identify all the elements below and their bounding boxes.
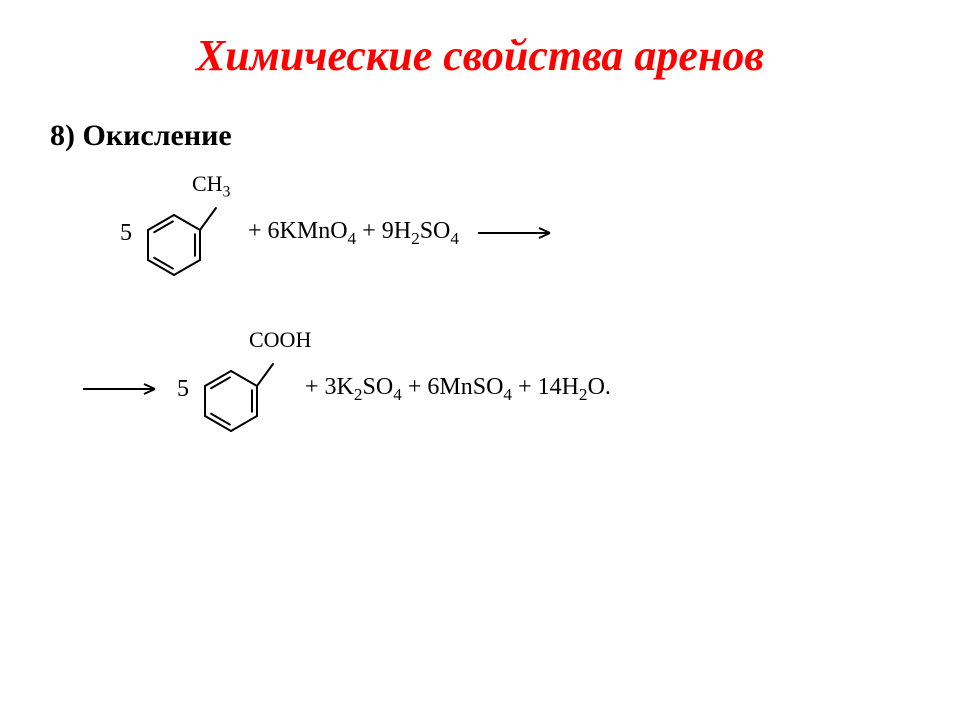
ch3-label: CH3 (192, 171, 230, 201)
subst-text: COOH (249, 327, 311, 352)
reactant-tail: + 6KMnO4 + 9H2SO4 (248, 218, 459, 249)
reactant-coefficient: 5 (120, 220, 132, 247)
reaction-line-products: 5 COOH + 3K2SO4 + 6MnSO4 + 14H2O. (120, 329, 910, 449)
benzoic-acid-structure: COOH (193, 329, 285, 449)
product-tail: + 3K2SO4 + 6MnSO4 + 14H2O. (305, 374, 611, 405)
slide: Химические свойства аренов 8) Окисление … (0, 0, 960, 720)
section-label: 8) Окисление (50, 119, 910, 153)
arrow-right-1 (477, 223, 562, 243)
subst-text: CH (192, 171, 223, 196)
toluene-structure: CH3 (136, 173, 228, 293)
arrow-right-2 (82, 379, 167, 399)
subst-sub: 3 (223, 183, 231, 200)
product-coefficient: 5 (177, 376, 189, 403)
page-title: Химические свойства аренов (50, 30, 910, 81)
reaction-line-reactants: 5 CH3 + 6KMnO4 + 9H2SO4 (120, 173, 910, 293)
cooh-label: COOH (249, 327, 311, 357)
reaction-block: 5 CH3 + 6KMnO4 + 9H2SO4 5 COOH (120, 173, 910, 449)
